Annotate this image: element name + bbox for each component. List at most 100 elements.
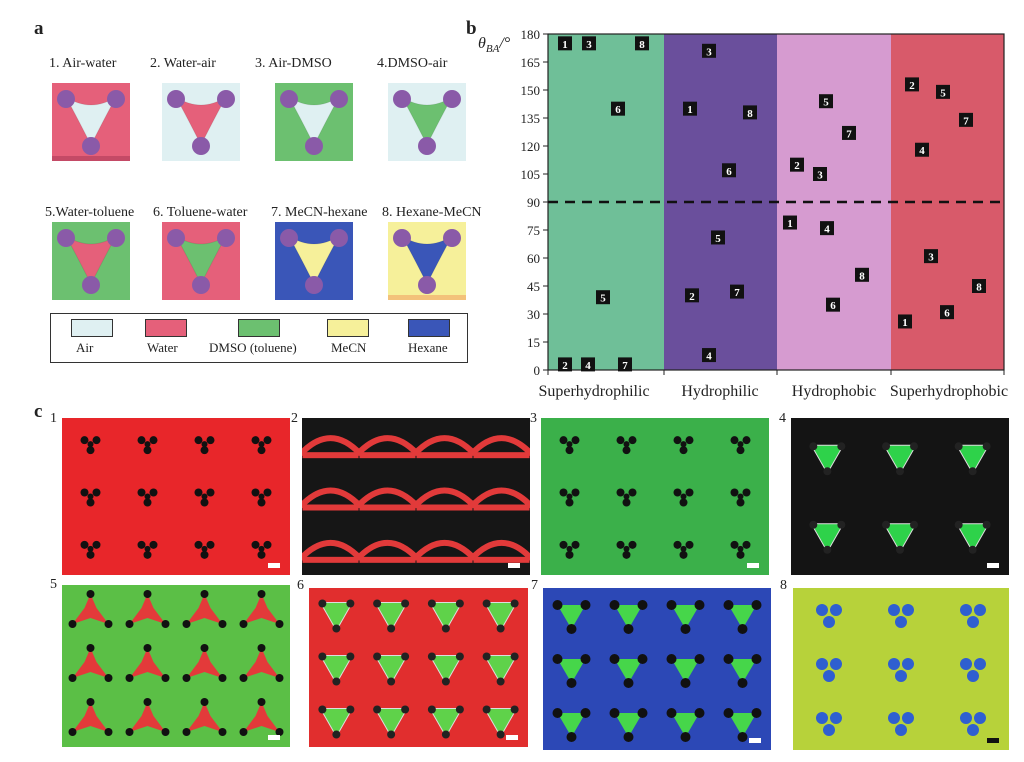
data-point-label: 7 xyxy=(846,128,852,140)
micrograph-background xyxy=(62,585,290,747)
data-point-label: 8 xyxy=(747,108,753,120)
liquid-triangle xyxy=(810,444,845,475)
panel-b-letter: b xyxy=(466,18,477,39)
scheme-pillar xyxy=(330,90,348,108)
scale-bar xyxy=(987,738,999,743)
liquid-film xyxy=(473,452,530,459)
data-point: 4 xyxy=(702,348,716,363)
data-point-label: 3 xyxy=(928,252,934,264)
data-point: 4 xyxy=(581,357,595,372)
micrograph-background xyxy=(541,418,769,575)
liquid-triangle xyxy=(810,523,845,553)
data-point-label: 7 xyxy=(963,115,969,127)
data-point: 2 xyxy=(905,77,919,92)
scheme-pillar xyxy=(305,276,323,294)
data-point: 8 xyxy=(855,267,869,282)
liquid-film xyxy=(302,452,359,459)
data-point-marker xyxy=(582,36,596,51)
data-point: 5 xyxy=(819,94,833,109)
liquid-film xyxy=(473,556,530,563)
micrograph-number-4: 4 xyxy=(779,411,786,426)
scheme-triangle xyxy=(287,95,341,147)
scheme-square-1 xyxy=(52,83,130,161)
scale-bar xyxy=(987,563,999,568)
liquid-star xyxy=(72,702,109,732)
scheme-triangle xyxy=(287,234,341,286)
data-point: 4 xyxy=(820,221,834,236)
pillar-cluster xyxy=(80,540,101,559)
data-point-marker xyxy=(702,43,716,58)
liquid-film xyxy=(416,504,473,511)
y-tick-label: 150 xyxy=(521,83,541,98)
liquid-star xyxy=(243,594,280,624)
y-axis-label: θBA/° xyxy=(478,35,511,55)
scheme-square-4 xyxy=(388,83,466,161)
scheme-square-3 xyxy=(275,83,353,161)
scale-bar xyxy=(506,735,518,740)
legend-swatch-air xyxy=(71,319,113,337)
data-point-label: 6 xyxy=(944,308,950,320)
y-axis-label-theta: θ xyxy=(478,35,486,52)
scheme-caption-4: 4.DMSO-air xyxy=(377,56,448,71)
panel-c-letter: c xyxy=(34,401,43,422)
liquid-triangle xyxy=(728,713,757,737)
liquid-bridge xyxy=(412,435,477,457)
legend-box: Air Water DMSO (toluene) MeCN Hexane xyxy=(50,313,468,363)
liquid-triangle xyxy=(374,655,408,685)
blue-cluster xyxy=(960,712,986,736)
data-point-label: 4 xyxy=(585,360,591,372)
data-point: 1 xyxy=(783,215,797,230)
scheme-caption-3: 3. Air-DMSO xyxy=(255,56,332,71)
scheme-pillar xyxy=(57,229,75,247)
scheme-square-5 xyxy=(52,222,130,300)
blue-cluster xyxy=(888,658,914,682)
data-point-label: 3 xyxy=(817,170,823,182)
pillar-cluster xyxy=(730,540,751,559)
data-point-marker xyxy=(685,288,699,303)
blue-cluster xyxy=(888,604,914,628)
data-point-marker xyxy=(790,157,804,172)
data-point-label: 4 xyxy=(706,351,712,363)
liquid-film xyxy=(302,504,359,511)
scheme-caption-7: 7. MeCN-hexane xyxy=(271,205,368,220)
pillar-cluster xyxy=(559,488,580,507)
data-point-marker xyxy=(730,284,744,299)
micrograph-number-7: 7 xyxy=(531,578,538,593)
scheme-pillar xyxy=(107,90,125,108)
micrograph-5 xyxy=(62,585,290,747)
data-point-label: 5 xyxy=(823,97,829,109)
data-point: 3 xyxy=(813,167,827,182)
data-point: 3 xyxy=(924,249,938,264)
liquid-triangle xyxy=(671,605,700,629)
scheme-square-2 xyxy=(162,83,240,161)
data-point-label: 2 xyxy=(689,291,695,303)
scheme-pillar xyxy=(280,90,298,108)
micrograph-background xyxy=(543,588,771,750)
scheme-pillar xyxy=(167,229,185,247)
liquid-bridge xyxy=(469,540,530,561)
data-point-marker xyxy=(826,297,840,312)
data-point-marker xyxy=(558,36,572,51)
liquid-triangle xyxy=(319,602,354,632)
data-point-marker xyxy=(743,105,757,120)
data-point: 7 xyxy=(618,357,632,372)
micrograph-number-2: 2 xyxy=(291,411,298,426)
y-tick-label: 90 xyxy=(527,195,540,210)
scale-bar xyxy=(268,735,280,740)
scheme-triangle xyxy=(64,95,118,147)
micrograph-3 xyxy=(541,418,769,575)
blue-cluster xyxy=(960,658,986,682)
blue-cluster xyxy=(888,712,914,736)
liquid-star xyxy=(129,648,166,678)
data-point-label: 2 xyxy=(794,160,800,172)
liquid-triangle xyxy=(429,655,463,685)
y-tick-label: 165 xyxy=(521,55,541,70)
data-point-marker xyxy=(936,84,950,99)
pillar-cluster xyxy=(730,488,751,507)
scheme-pillar xyxy=(443,90,461,108)
liquid-bridge xyxy=(469,487,530,509)
micrograph-number-6: 6 xyxy=(297,578,304,593)
pillar-cluster xyxy=(673,436,694,455)
y-tick-label: 105 xyxy=(521,167,541,182)
data-point-marker xyxy=(596,290,610,305)
